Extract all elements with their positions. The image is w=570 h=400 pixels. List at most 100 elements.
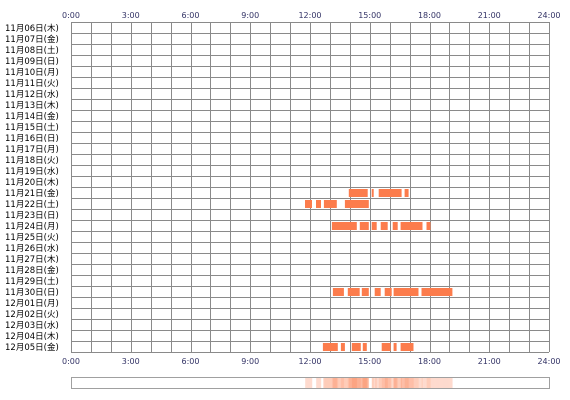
hour-tick-label-bottom: 6:00	[182, 357, 200, 366]
summary-strip-cell	[341, 378, 344, 388]
summary-strip-cell	[350, 378, 353, 388]
date-label: 11月10日(月)	[5, 68, 59, 78]
summary-strip-cell	[332, 378, 335, 388]
summary-strip-cell	[342, 378, 345, 388]
summary-strip-cell	[372, 378, 375, 388]
summary-strip-cell	[417, 378, 419, 388]
summary-strip-cell	[400, 378, 402, 388]
date-label: 11月22日(土)	[5, 199, 59, 210]
summary-strip-cell	[411, 378, 413, 388]
summary-strip-cell	[437, 378, 439, 388]
date-label: 11月17日(月)	[5, 145, 59, 155]
summary-strip-frame	[71, 377, 550, 389]
date-label: 11月09日(日)	[5, 57, 59, 67]
hour-tick-label-top: 3:00	[122, 11, 140, 20]
summary-strip-cell	[306, 378, 308, 388]
summary-strip-cell	[450, 378, 452, 388]
summary-strip-cell	[326, 378, 329, 388]
summary-strip-cell	[443, 378, 445, 388]
summary-strip-cell	[393, 378, 395, 388]
summary-strip-cell	[418, 378, 420, 388]
summary-strip-cell	[305, 378, 307, 388]
summary-strip-cell	[404, 378, 406, 388]
summary-strip-cell	[399, 378, 401, 388]
summary-strip-cell	[413, 378, 415, 388]
summary-strip-cell	[392, 378, 394, 388]
summary-strip-cell	[337, 378, 340, 388]
summary-strip-cell	[349, 378, 352, 388]
summary-strip-cell	[386, 378, 388, 388]
summary-strip-cell	[335, 378, 338, 388]
summary-strip-cell	[366, 378, 369, 388]
summary-strip-cell	[324, 378, 327, 388]
summary-strip-cell	[322, 378, 325, 388]
activity-bars	[305, 189, 453, 351]
date-label: 12月01日(月)	[5, 299, 59, 309]
hour-tick-label-bottom: 12:00	[298, 357, 321, 366]
summary-strip-cell	[371, 378, 374, 388]
hour-tick-label-bottom: 3:00	[122, 357, 140, 366]
hour-tick-label-bottom: 0:00	[62, 357, 80, 366]
summary-strip-cell	[395, 378, 397, 388]
summary-strip-cell	[430, 378, 432, 388]
hour-tick-label-top: 0:00	[62, 11, 80, 20]
activity-bar	[421, 288, 453, 296]
summary-strip-cell	[414, 378, 416, 388]
date-label: 11月13日(木)	[5, 100, 59, 111]
activity-bar	[400, 343, 414, 351]
summary-strip-cell	[336, 378, 339, 388]
summary-strip-cell	[407, 378, 409, 388]
date-label: 11月24日(月)	[5, 222, 59, 232]
summary-strip-cell	[382, 378, 384, 388]
activity-bar	[362, 343, 367, 351]
summary-strip-cell	[362, 378, 365, 388]
summary-strip-cell	[388, 378, 390, 388]
summary-strip-cell	[434, 378, 436, 388]
hour-tick-label-top: 21:00	[478, 11, 501, 20]
summary-strip-cell	[420, 378, 422, 388]
summary-strip-cell	[379, 378, 382, 388]
summary-strip-cell	[365, 378, 368, 388]
summary-strip-cell	[348, 378, 351, 388]
summary-strip-cell	[397, 378, 399, 388]
summary-strip-cell	[440, 378, 442, 388]
summary-strip-cell	[401, 378, 403, 388]
summary-strip-cell	[356, 378, 359, 388]
hour-tick-label-top: 6:00	[182, 11, 200, 20]
activity-bar	[380, 222, 388, 230]
summary-strip-cell	[374, 378, 377, 388]
summary-strip-cell	[373, 378, 376, 388]
activity-bar	[351, 343, 361, 351]
date-label: 11月07日(金)	[5, 34, 59, 45]
summary-strip-cell	[343, 378, 346, 388]
summary-strip-cell	[445, 378, 447, 388]
summary-strip-cell	[323, 378, 326, 388]
activity-bar	[426, 222, 431, 230]
summary-strip-cell	[406, 378, 408, 388]
summary-strip-cell	[428, 378, 430, 388]
summary-strip-cell	[330, 378, 333, 388]
activity-bar	[378, 189, 402, 197]
summary-strip-cell	[429, 378, 431, 388]
activity-bar	[371, 222, 377, 230]
summary-strip-cell	[378, 378, 381, 388]
date-label: 12月04日(木)	[5, 331, 59, 342]
date-label: 11月19日(水)	[5, 166, 59, 177]
summary-strip-cell	[347, 378, 350, 388]
summary-strip-cell	[391, 378, 393, 388]
summary-strip-cell	[396, 378, 398, 388]
activity-bar	[393, 343, 397, 351]
summary-strip-cell	[390, 378, 392, 388]
summary-strip-cell	[352, 378, 355, 388]
hour-tick-label-bottom: 9:00	[241, 357, 259, 366]
summary-strip-cell	[328, 378, 331, 388]
date-label: 11月28日(金)	[5, 265, 59, 276]
activity-bar	[361, 288, 369, 296]
summary-strip-cell	[415, 378, 417, 388]
summary-strip-cell	[381, 378, 383, 388]
summary-strip-cell	[308, 378, 310, 388]
summary-strip-cell	[377, 378, 380, 388]
summary-strip-cell	[424, 378, 426, 388]
summary-strip-cell	[325, 378, 328, 388]
date-label: 11月14日(金)	[5, 111, 59, 122]
